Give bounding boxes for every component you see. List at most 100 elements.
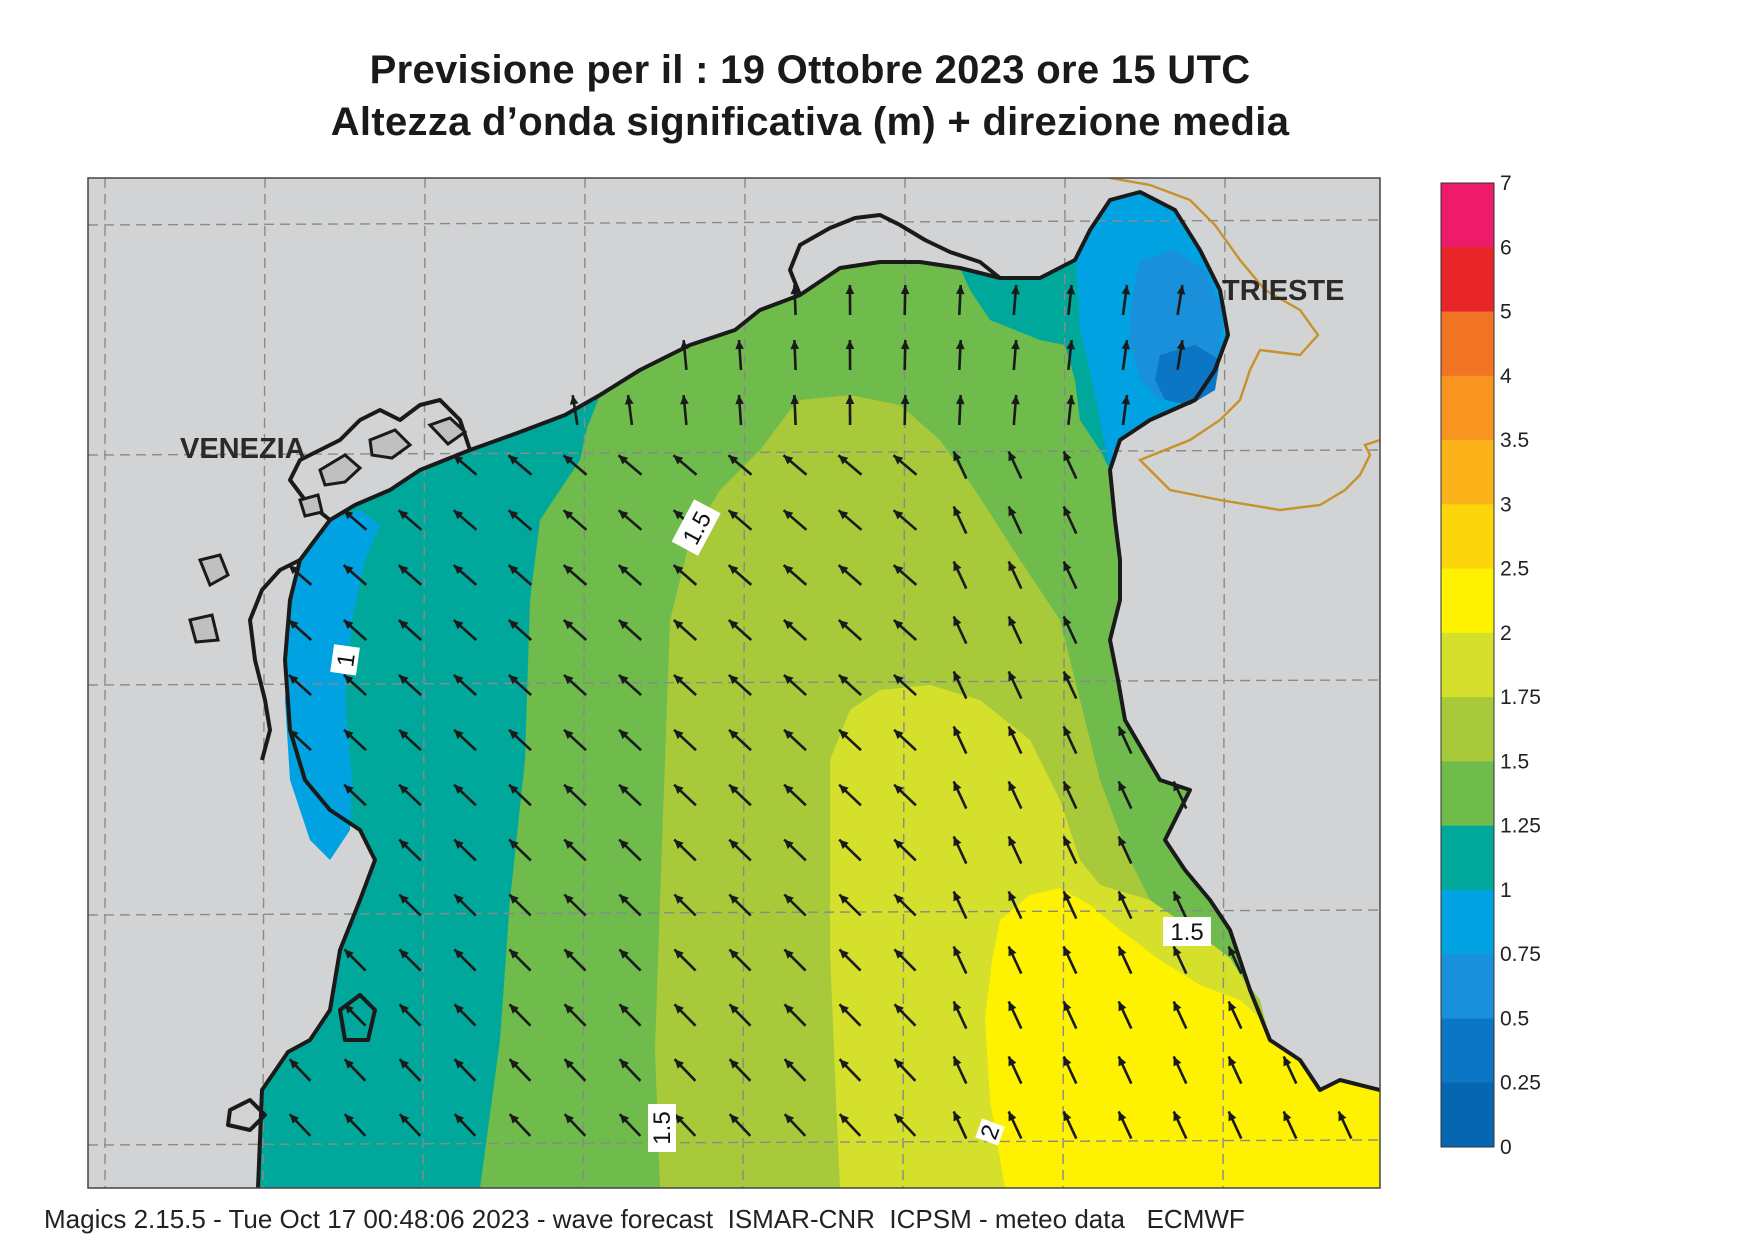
wave-arrow-head <box>618 674 629 685</box>
wave-arrow-head <box>1228 946 1237 957</box>
wave-arrow-head <box>1008 506 1017 517</box>
wave-arrow-head <box>453 510 464 520</box>
wave-arrow-head <box>563 674 574 685</box>
place-label-venezia: VENEZIA <box>180 433 306 465</box>
wave-arrow-head <box>453 565 464 575</box>
wave-arrow-head <box>1173 781 1182 792</box>
legend-label: 0.5 <box>1500 1007 1529 1030</box>
legend-label: 7 <box>1500 172 1512 195</box>
wave-arrow-head <box>1228 1111 1237 1122</box>
wave-arrow-head <box>680 395 689 405</box>
wave-arrow-head <box>728 620 739 630</box>
wave-arrow-head <box>618 455 629 465</box>
legend-swatch <box>1441 568 1494 634</box>
wave-arrow-head <box>619 784 629 794</box>
wave-arrow-head <box>1008 726 1017 737</box>
wave-arrow-head <box>894 1059 904 1069</box>
wave-arrow-head <box>509 839 519 849</box>
wave-arrow-head <box>839 839 849 849</box>
wave-arrow-head <box>729 839 739 849</box>
wave-arrow-head <box>1063 1056 1072 1067</box>
wave-arrow-head <box>399 784 409 794</box>
wave-arrow-head <box>845 285 855 294</box>
wave-arrow-head <box>728 565 739 575</box>
legend-swatch <box>1441 825 1494 891</box>
wave-arrow-head <box>953 891 962 902</box>
wave-arrow-head <box>1008 781 1017 792</box>
wave-arrow-head <box>399 1059 409 1069</box>
wave-arrow-head <box>1008 836 1017 847</box>
wave-arrow-head <box>399 1114 410 1124</box>
wave-arrow-head <box>1011 340 1020 350</box>
wave-arrow-head <box>839 894 849 904</box>
legend-label: 1.25 <box>1500 815 1541 838</box>
wave-arrow-head <box>289 729 299 740</box>
wave-arrow-head <box>1338 1111 1347 1122</box>
legend-swatch <box>1441 697 1494 762</box>
wave-arrow-head <box>453 620 464 630</box>
wave-arrow-head <box>1121 395 1131 405</box>
wave-arrow-head <box>343 620 354 630</box>
legend-label: 3 <box>1500 493 1512 516</box>
wave-arrow-head <box>619 1114 630 1124</box>
legend-label: 0 <box>1500 1136 1512 1159</box>
legend-label: 0.25 <box>1500 1072 1541 1095</box>
map-frame <box>87 177 1381 1189</box>
wave-arrow-head <box>1063 561 1072 572</box>
wave-arrow-head <box>953 1001 962 1012</box>
wave-arrow-head <box>509 894 519 904</box>
wave-arrow-head <box>1121 285 1131 295</box>
wave-arrow-head <box>1118 1111 1127 1122</box>
wave-arrow-head <box>838 510 849 520</box>
wave-arrow-head <box>564 1114 575 1124</box>
legend-swatch <box>1441 183 1494 248</box>
legend-label: 4 <box>1500 365 1512 388</box>
wave-arrow-head <box>399 1004 409 1014</box>
contour-label-1-5-right: 1.5 <box>1170 919 1203 946</box>
wave-arrow-head <box>674 839 684 849</box>
wave-arrow-head <box>953 946 962 957</box>
wave-arrow-head <box>1118 781 1127 792</box>
wave-arrow-head <box>953 451 962 462</box>
wave-arrow-head <box>1173 946 1182 957</box>
wave-arrow-head <box>454 784 464 794</box>
wave-arrow-head <box>1063 781 1072 792</box>
wave-arrow-head <box>955 285 965 295</box>
legend-label: 0.75 <box>1500 943 1541 966</box>
wave-arrow-head <box>790 340 800 350</box>
wave-arrow-head <box>618 565 629 575</box>
legend-label: 6 <box>1500 236 1512 259</box>
wave-arrow-head <box>454 1004 464 1014</box>
wave-arrow-head <box>624 395 634 405</box>
wave-arrow-head <box>839 1004 849 1014</box>
wave-arrow-head <box>399 894 409 904</box>
wave-arrow-head <box>673 565 684 575</box>
wave-arrow-head <box>618 620 629 630</box>
wave-arrow-head <box>893 620 904 630</box>
wave-arrow-head <box>674 949 684 959</box>
color-legend: 7 6 5 4 3.5 3 2.5 2 1.75 1.5 1.25 1 0.75 0.5 0.25 0 <box>1440 172 1541 1159</box>
wave-arrow-head <box>454 949 464 959</box>
wave-arrow-head <box>784 839 794 849</box>
contour-label-1-5-bottom: 1.5 <box>649 1111 676 1144</box>
legend-label: 3.5 <box>1500 429 1529 452</box>
wave-arrow-head <box>674 1004 684 1014</box>
wave-arrow-head <box>838 674 849 685</box>
wave-arrow-head <box>399 839 409 849</box>
wave-arrow-head <box>728 455 739 465</box>
wave-arrow-head <box>509 1004 519 1014</box>
wave-arrow-head <box>845 340 855 349</box>
wave-arrow-head <box>453 674 464 685</box>
lat-lon-grid <box>88 178 1380 1188</box>
contour-label-1: 1 <box>332 652 361 669</box>
wave-arrow-head <box>1063 506 1072 517</box>
wave-arrow-head <box>953 616 962 627</box>
wave-arrow-head <box>674 894 684 904</box>
wave-arrow-head <box>1008 451 1017 462</box>
wave-arrow-head <box>1066 395 1075 405</box>
wave-arrow-head <box>509 1114 520 1124</box>
wave-arrow-head <box>398 565 409 575</box>
wave-arrow-head <box>1008 891 1017 902</box>
wave-arrow-head <box>1063 891 1072 902</box>
